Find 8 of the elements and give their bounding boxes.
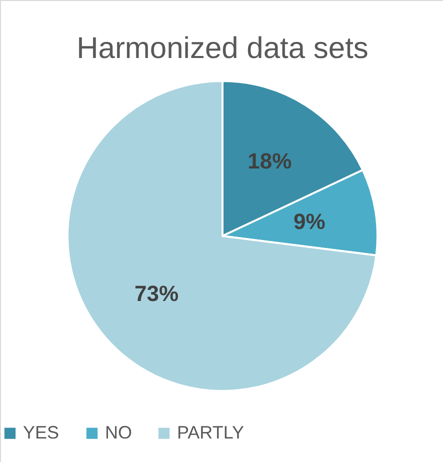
pie-slice: [66, 80, 378, 392]
legend-label: YES: [23, 422, 60, 442]
data-label: 73%: [134, 281, 179, 306]
chart-title: Harmonized data sets: [76, 32, 368, 65]
legend-label: NO: [105, 422, 132, 442]
legend-label: PARTLY: [177, 422, 244, 442]
data-label: 18%: [248, 148, 292, 174]
data-label: 9%: [294, 209, 326, 234]
